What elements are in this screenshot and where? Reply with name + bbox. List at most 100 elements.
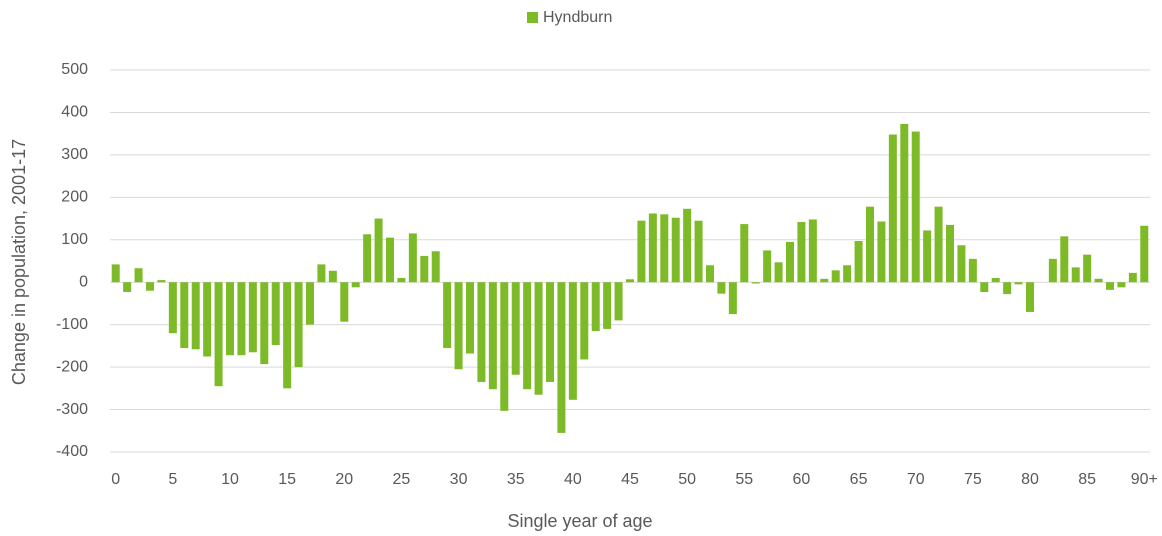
bar — [1026, 282, 1034, 312]
bar — [968, 258, 977, 283]
bar — [1083, 254, 1092, 283]
bar — [386, 237, 394, 283]
bar — [797, 221, 806, 283]
x-tick-label: 50 — [678, 471, 696, 488]
bar — [328, 270, 337, 283]
bar — [134, 268, 143, 283]
bar — [111, 264, 120, 283]
x-tick-label: 30 — [450, 471, 468, 488]
bar — [363, 234, 372, 283]
bar — [866, 206, 874, 283]
y-tick-label: 400 — [61, 104, 88, 121]
bar — [946, 224, 954, 283]
bar — [843, 265, 852, 283]
bar — [923, 230, 932, 283]
bar — [763, 250, 772, 283]
bar — [1106, 282, 1114, 290]
bar — [934, 206, 943, 283]
bar — [454, 282, 463, 370]
bar — [1117, 282, 1126, 288]
bar — [831, 270, 840, 283]
bar — [317, 264, 326, 283]
bar — [157, 280, 166, 283]
bar — [660, 214, 669, 283]
x-tick-label: 45 — [621, 471, 639, 488]
bar — [717, 282, 726, 294]
y-tick-label: -100 — [56, 316, 88, 333]
bar — [214, 282, 223, 387]
x-tick-label: 15 — [278, 471, 296, 488]
bar — [168, 282, 177, 334]
legend-swatch — [527, 12, 538, 23]
bar — [911, 131, 920, 283]
bar — [728, 282, 737, 315]
bar — [580, 282, 589, 360]
bar — [1014, 282, 1023, 285]
y-tick-label: 200 — [61, 189, 88, 206]
bar — [637, 220, 646, 283]
bar — [534, 282, 543, 395]
bar — [260, 282, 269, 365]
bar — [146, 282, 154, 291]
bar — [180, 282, 189, 349]
y-tick-label: -400 — [56, 443, 88, 460]
x-tick-label: 20 — [335, 471, 353, 488]
x-axis-title: Single year of age — [507, 511, 652, 531]
bar — [900, 123, 909, 283]
x-tick-label: 40 — [564, 471, 582, 488]
x-tick-label: 80 — [1021, 471, 1039, 488]
bar — [1128, 272, 1137, 283]
x-tick-label: 25 — [393, 471, 411, 488]
bar — [271, 282, 280, 346]
bar — [694, 220, 703, 283]
bar — [203, 282, 212, 357]
x-tick-label: 70 — [907, 471, 925, 488]
bar — [397, 277, 406, 283]
x-tick-label: 85 — [1078, 471, 1096, 488]
bar — [957, 245, 966, 283]
x-tick-label: 60 — [793, 471, 811, 488]
bar — [820, 278, 829, 283]
bar — [248, 282, 257, 353]
bar — [557, 282, 566, 433]
bar — [191, 282, 200, 350]
x-tick-label: 35 — [507, 471, 525, 488]
bar — [443, 282, 452, 349]
bar — [774, 262, 783, 283]
bar — [808, 219, 817, 283]
x-tick-label: 0 — [111, 471, 120, 488]
bar — [1003, 282, 1012, 295]
bar — [1060, 236, 1069, 283]
bar — [1048, 258, 1057, 283]
bar — [591, 282, 600, 332]
bar — [488, 282, 497, 390]
y-tick-label: 300 — [61, 146, 88, 163]
bar — [888, 134, 897, 283]
bar — [374, 218, 383, 283]
x-tick-label: 90+ — [1131, 471, 1158, 488]
bar — [614, 282, 623, 321]
y-axis-title: Change in population, 2001-17 — [9, 139, 29, 385]
x-tick-label: 10 — [221, 471, 239, 488]
bar — [466, 282, 474, 354]
bar — [511, 282, 520, 375]
y-tick-label: 100 — [61, 231, 88, 248]
bar — [991, 277, 1000, 283]
bar — [294, 282, 303, 368]
bar — [408, 233, 417, 283]
bar — [226, 282, 234, 356]
bar — [1140, 225, 1149, 283]
x-tick-label: 75 — [964, 471, 982, 488]
bar — [306, 282, 314, 325]
bar — [603, 282, 612, 329]
bar — [786, 241, 794, 283]
bar — [237, 282, 246, 356]
bar — [523, 282, 532, 390]
bar — [671, 217, 680, 283]
bar — [626, 279, 634, 283]
bar — [751, 282, 760, 284]
bar — [340, 282, 349, 322]
bar — [740, 224, 749, 283]
bar — [648, 213, 657, 283]
